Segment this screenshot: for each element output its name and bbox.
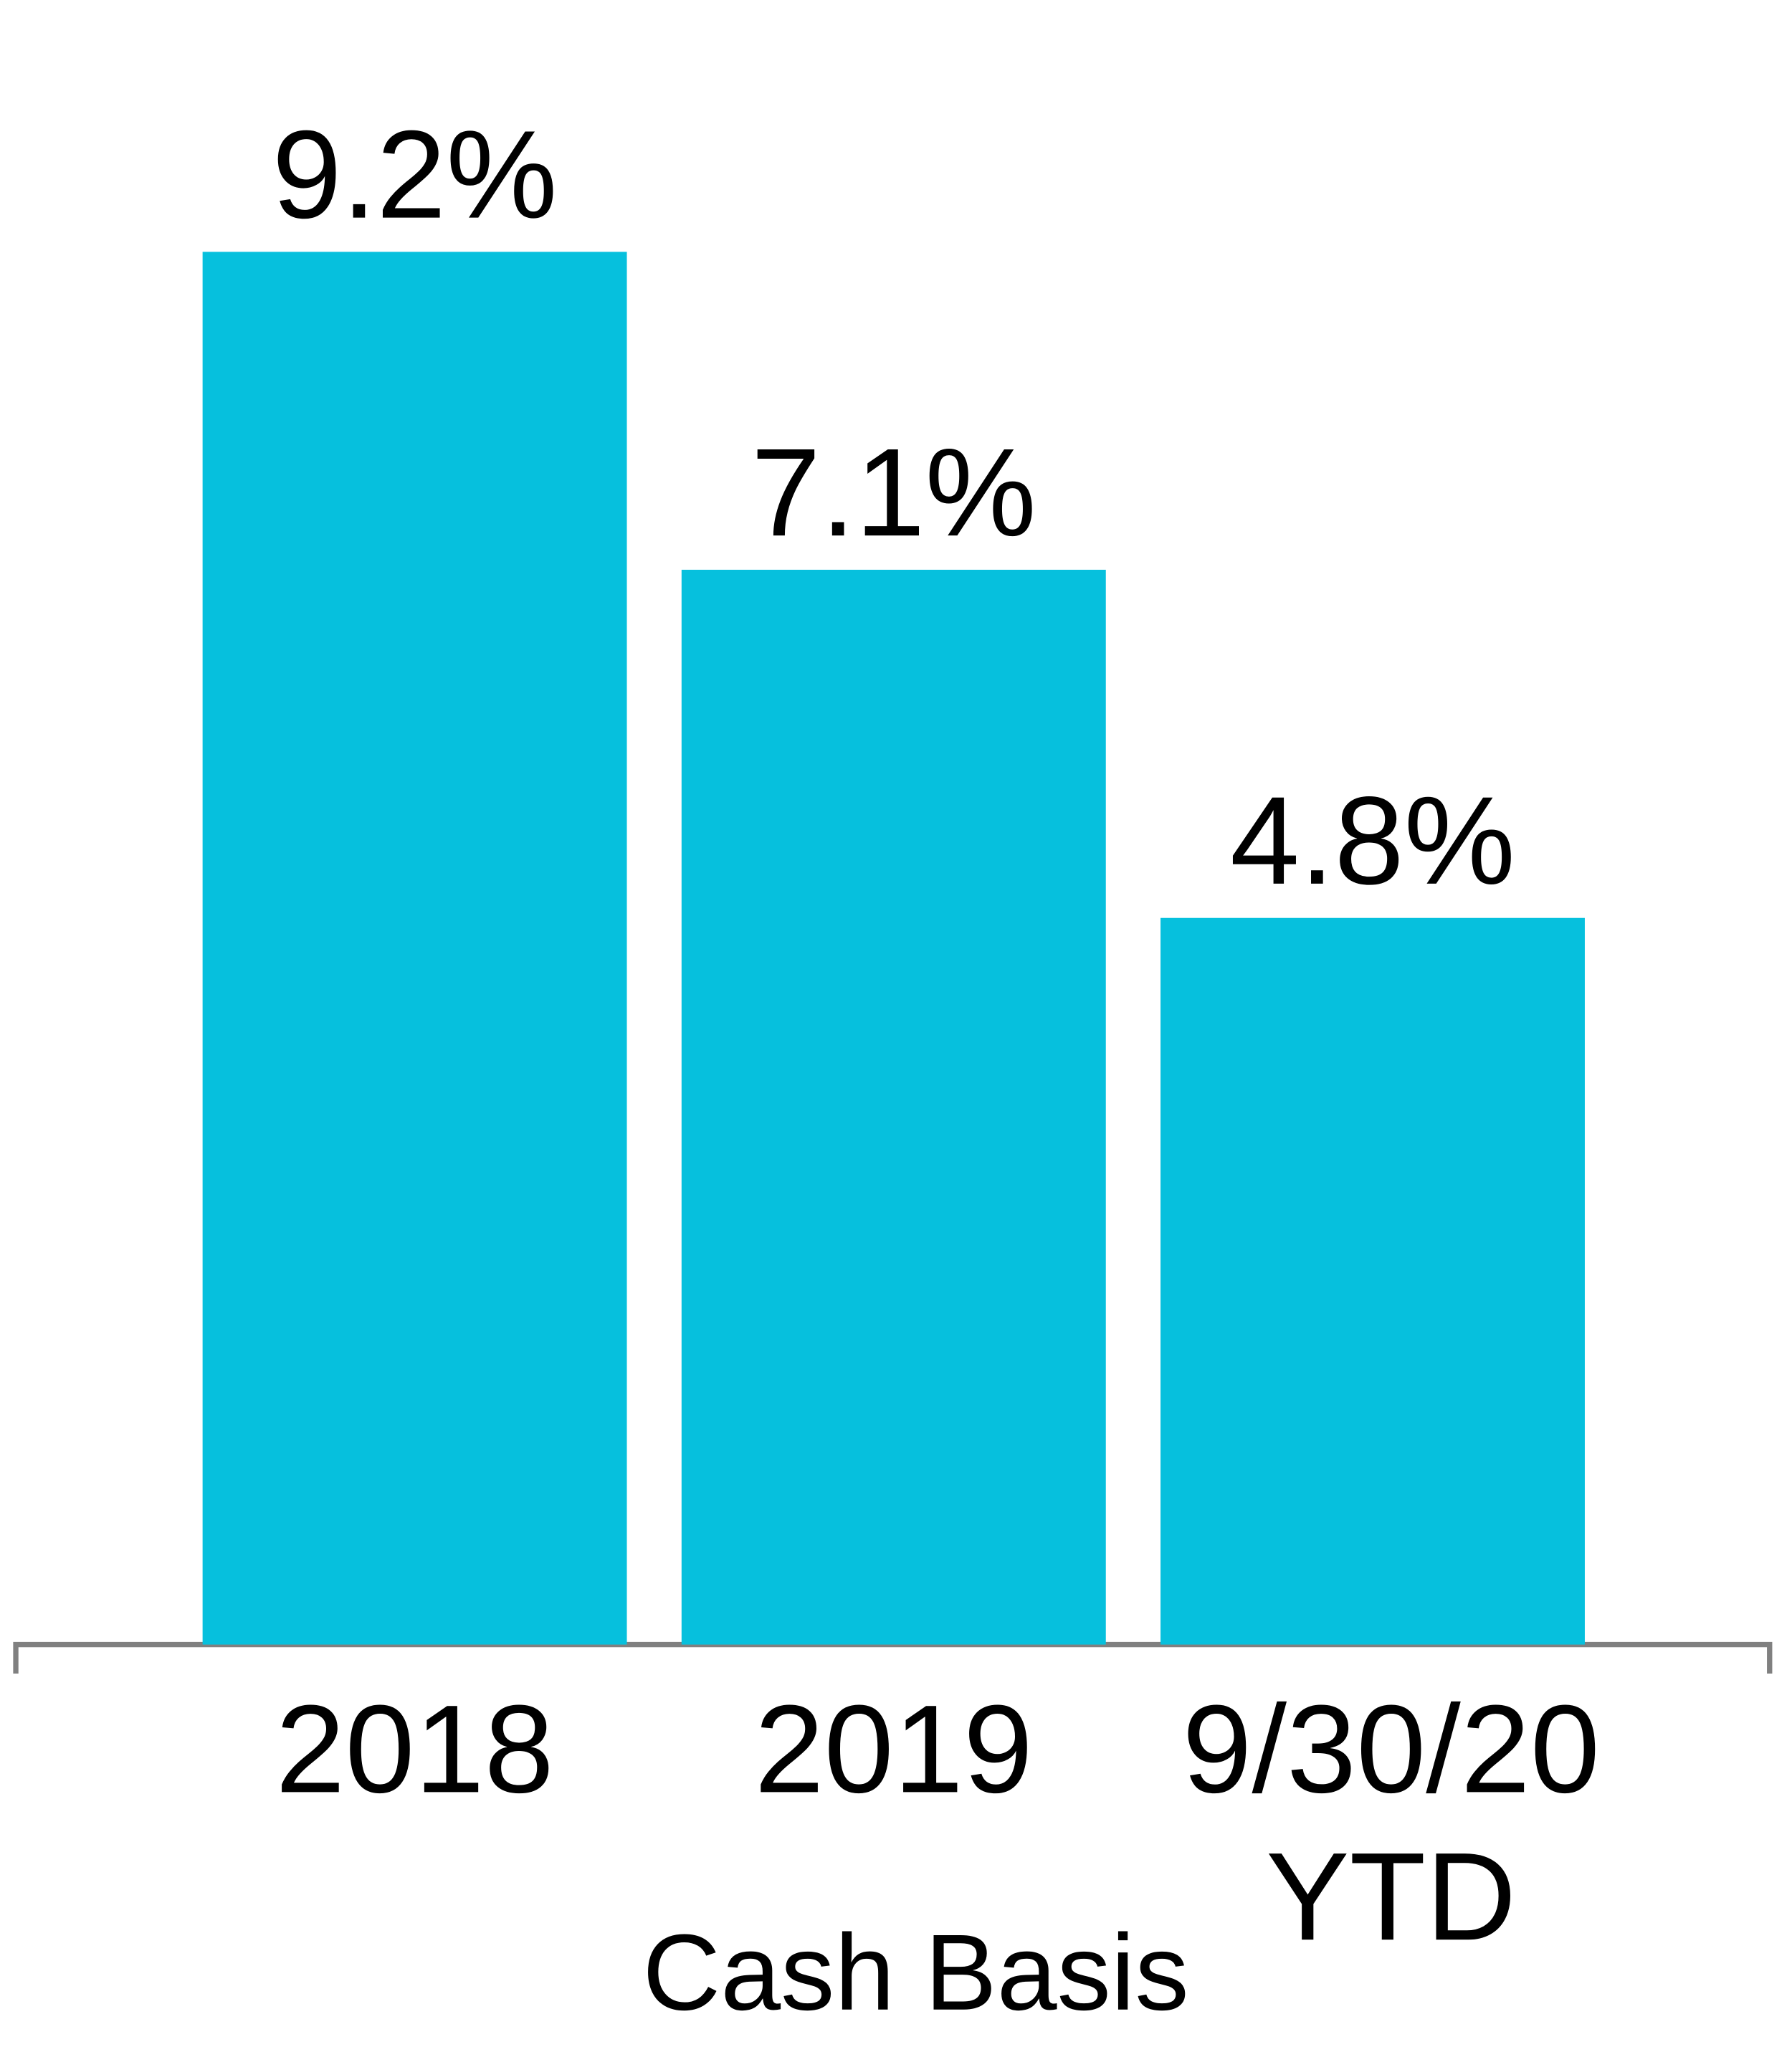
bar [681, 569, 1106, 1645]
x-axis-label: Cash Basis [642, 1912, 1188, 2033]
x-tick-label: 2018 [275, 1679, 553, 1819]
x-tick-label: 2019 [755, 1679, 1033, 1819]
bar [1160, 917, 1585, 1645]
bar [202, 252, 627, 1645]
value-label: 9.2% [272, 105, 558, 245]
x-tick-label: 9/30/20 YTD [1182, 1679, 1600, 1967]
value-label: 7.1% [751, 423, 1036, 563]
value-label: 4.8% [1230, 771, 1515, 911]
x-axis [13, 1641, 1773, 1674]
